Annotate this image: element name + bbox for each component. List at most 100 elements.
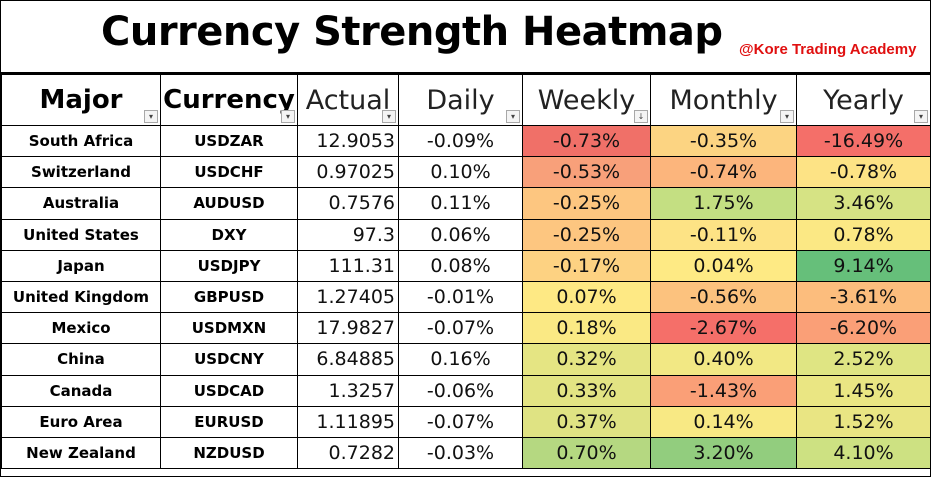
filter-dropdown-icon[interactable]: ▾ (914, 110, 928, 123)
filter-dropdown-icon[interactable]: ▾ (281, 110, 295, 123)
daily-cell[interactable]: 0.08% (398, 249, 523, 282)
weekly-cell[interactable]: -0.53% (522, 156, 651, 189)
monthly-cell[interactable]: -0.11% (650, 218, 797, 251)
actual-cell[interactable]: 1.11895 (297, 405, 399, 438)
currency-cell[interactable]: USDCAD (160, 374, 298, 407)
major-cell[interactable]: Mexico (1, 312, 161, 345)
currency-cell[interactable]: USDJPY (160, 249, 298, 282)
col-header-currency-label: Currency (163, 85, 295, 115)
monthly-cell[interactable]: 3.20% (650, 436, 797, 470)
daily-cell[interactable]: -0.07% (398, 405, 523, 438)
major-cell[interactable]: Canada (1, 374, 161, 407)
weekly-cell[interactable]: 0.32% (522, 343, 651, 376)
yearly-cell[interactable]: 4.10% (796, 436, 931, 470)
actual-cell[interactable]: 0.97025 (297, 156, 399, 189)
weekly-cell[interactable]: -0.25% (522, 218, 651, 251)
monthly-cell[interactable]: -2.67% (650, 312, 797, 345)
table-row: China USDCNY 6.84885 0.16% 0.32% 0.40% 2… (1, 343, 931, 376)
col-header-currency: Currency ▾ (160, 74, 298, 126)
actual-cell[interactable]: 12.9053 (297, 124, 399, 158)
daily-cell[interactable]: 0.06% (398, 218, 523, 251)
currency-cell[interactable]: USDMXN (160, 312, 298, 345)
monthly-cell[interactable]: -0.56% (650, 280, 797, 314)
weekly-cell[interactable]: -0.25% (522, 187, 651, 220)
yearly-cell[interactable]: 0.78% (796, 218, 931, 251)
col-header-major-label: Major (39, 85, 123, 115)
major-cell[interactable]: China (1, 343, 161, 376)
table-row: Euro Area EURUSD 1.11895 -0.07% 0.37% 0.… (1, 405, 931, 438)
yearly-cell[interactable]: -6.20% (796, 312, 931, 345)
actual-cell[interactable]: 6.84885 (297, 343, 399, 376)
weekly-cell[interactable]: 0.37% (522, 405, 651, 438)
actual-cell[interactable]: 1.27405 (297, 280, 399, 314)
yearly-cell[interactable]: 9.14% (796, 249, 931, 282)
col-header-monthly-label: Monthly (669, 84, 778, 116)
actual-cell[interactable]: 0.7576 (297, 187, 399, 220)
weekly-cell[interactable]: -0.17% (522, 249, 651, 282)
col-header-actual-label: Actual (305, 84, 391, 116)
actual-cell[interactable]: 17.9827 (297, 312, 399, 345)
currency-cell[interactable]: USDCNY (160, 343, 298, 376)
monthly-cell[interactable]: 0.40% (650, 343, 797, 376)
major-cell[interactable]: Australia (1, 187, 161, 220)
major-cell[interactable]: New Zealand (1, 436, 161, 470)
filter-dropdown-icon[interactable]: ▾ (382, 110, 396, 123)
col-header-weekly: Weekly ↓ (522, 74, 651, 126)
currency-cell[interactable]: AUDUSD (160, 187, 298, 220)
filter-dropdown-icon[interactable]: ▾ (780, 110, 794, 123)
currency-cell[interactable]: GBPUSD (160, 280, 298, 314)
actual-cell[interactable]: 0.7282 (297, 436, 399, 470)
weekly-cell[interactable]: -0.73% (522, 124, 651, 158)
monthly-cell[interactable]: -1.43% (650, 374, 797, 407)
daily-cell[interactable]: -0.06% (398, 374, 523, 407)
sort-descending-icon[interactable]: ↓ (634, 110, 648, 123)
daily-cell[interactable]: -0.09% (398, 124, 523, 158)
yearly-cell[interactable]: -16.49% (796, 124, 931, 158)
yearly-cell[interactable]: 2.52% (796, 343, 931, 376)
yearly-cell[interactable]: -0.78% (796, 156, 931, 189)
major-cell[interactable]: United States (1, 218, 161, 251)
actual-cell[interactable]: 97.3 (297, 218, 399, 251)
monthly-cell[interactable]: 1.75% (650, 187, 797, 220)
currency-cell[interactable]: USDCHF (160, 156, 298, 189)
currency-cell[interactable]: NZDUSD (160, 436, 298, 470)
yearly-cell[interactable]: -3.61% (796, 280, 931, 314)
col-header-weekly-label: Weekly (537, 84, 636, 116)
table-row: South Africa USDZAR 12.9053 -0.09% -0.73… (1, 124, 931, 158)
yearly-cell[interactable]: 1.45% (796, 374, 931, 407)
table-row: United Kingdom GBPUSD 1.27405 -0.01% 0.0… (1, 280, 931, 314)
monthly-cell[interactable]: 0.14% (650, 405, 797, 438)
col-header-major: Major ▾ (1, 74, 161, 126)
currency-cell[interactable]: USDZAR (160, 124, 298, 158)
daily-cell[interactable]: -0.07% (398, 312, 523, 345)
table-row: Mexico USDMXN 17.9827 -0.07% 0.18% -2.67… (1, 312, 931, 345)
col-header-monthly: Monthly ▾ (650, 74, 797, 126)
major-cell[interactable]: Japan (1, 249, 161, 282)
filter-dropdown-icon[interactable]: ▾ (144, 110, 158, 123)
daily-cell[interactable]: 0.16% (398, 343, 523, 376)
major-cell[interactable]: Switzerland (1, 156, 161, 189)
monthly-cell[interactable]: -0.35% (650, 124, 797, 158)
table-row: Australia AUDUSD 0.7576 0.11% -0.25% 1.7… (1, 187, 931, 220)
yearly-cell[interactable]: 1.52% (796, 405, 931, 438)
weekly-cell[interactable]: 0.07% (522, 280, 651, 314)
daily-cell[interactable]: -0.01% (398, 280, 523, 314)
daily-cell[interactable]: 0.11% (398, 187, 523, 220)
weekly-cell[interactable]: 0.18% (522, 312, 651, 345)
yearly-cell[interactable]: 3.46% (796, 187, 931, 220)
actual-cell[interactable]: 111.31 (297, 249, 399, 282)
monthly-cell[interactable]: 0.04% (650, 249, 797, 282)
daily-cell[interactable]: 0.10% (398, 156, 523, 189)
major-cell[interactable]: Euro Area (1, 405, 161, 438)
filter-dropdown-icon[interactable]: ▾ (506, 110, 520, 123)
major-cell[interactable]: South Africa (1, 124, 161, 158)
major-cell[interactable]: United Kingdom (1, 280, 161, 314)
daily-cell[interactable]: -0.03% (398, 436, 523, 470)
actual-cell[interactable]: 1.3257 (297, 374, 399, 407)
weekly-cell[interactable]: 0.33% (522, 374, 651, 407)
monthly-cell[interactable]: -0.74% (650, 156, 797, 189)
currency-cell[interactable]: DXY (160, 218, 298, 251)
currency-cell[interactable]: EURUSD (160, 405, 298, 438)
weekly-cell[interactable]: 0.70% (522, 436, 651, 470)
